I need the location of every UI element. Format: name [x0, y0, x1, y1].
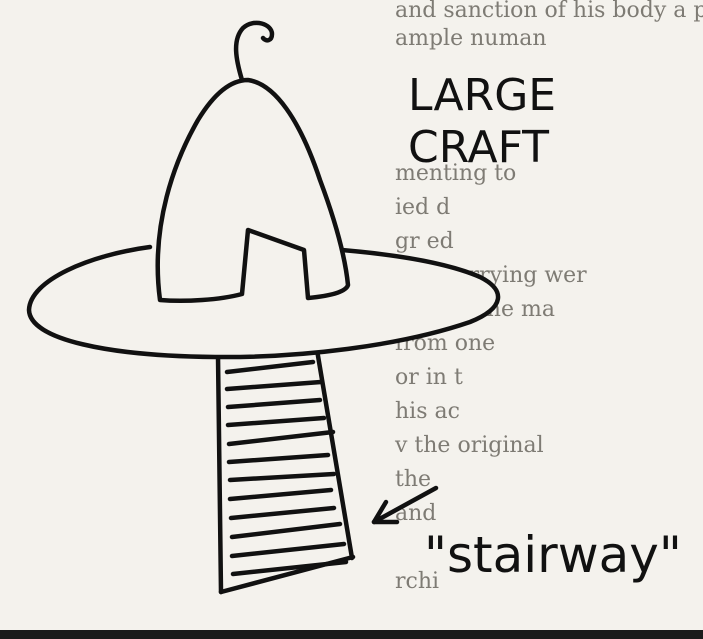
stairway-rung: [224, 359, 316, 375]
label-stairway: "stairway": [424, 526, 682, 584]
craft-dome: [155, 77, 351, 303]
stairway-rung: [226, 429, 336, 447]
background-text-line: the: [395, 467, 432, 492]
stairway-rung: [224, 379, 324, 392]
stairway-rung: [225, 415, 327, 428]
background-text-line: v the original: [395, 433, 544, 458]
background-text-line: his ac: [395, 399, 460, 424]
stairway-rung: [229, 541, 347, 559]
arrow-head: [371, 499, 400, 525]
stairway-left-rail: [215, 353, 224, 595]
stairway-right-rail: [312, 335, 355, 561]
stairway-rung: [227, 487, 334, 502]
stairway-rung: [229, 521, 343, 540]
stairway-rung: [227, 471, 337, 483]
stairway-rung: [228, 505, 337, 521]
label-large-craft-line2: CRAFT: [408, 122, 549, 173]
label-large-craft-line1: LARGE: [408, 70, 556, 121]
background-text-line: gr ed: [395, 229, 454, 254]
background-text-line: rchi: [395, 569, 440, 594]
craft-brim: [26, 244, 501, 360]
background-text-line: or in t: [395, 365, 463, 390]
background-text-line: and sanction of his body a pheno: [395, 0, 703, 23]
bottom-edge-bar: [0, 630, 703, 639]
background-text-line: ample numan: [395, 26, 547, 51]
stairway-ladder: [215, 335, 356, 595]
stairway-rung: [230, 559, 349, 577]
background-text-line: ied d: [395, 195, 451, 220]
background-text-line: menting to: [395, 161, 517, 186]
stairway-rung: [226, 452, 331, 465]
antenna: [233, 20, 275, 83]
arrow-shaft: [371, 485, 439, 525]
stairway-rung: [225, 397, 323, 410]
